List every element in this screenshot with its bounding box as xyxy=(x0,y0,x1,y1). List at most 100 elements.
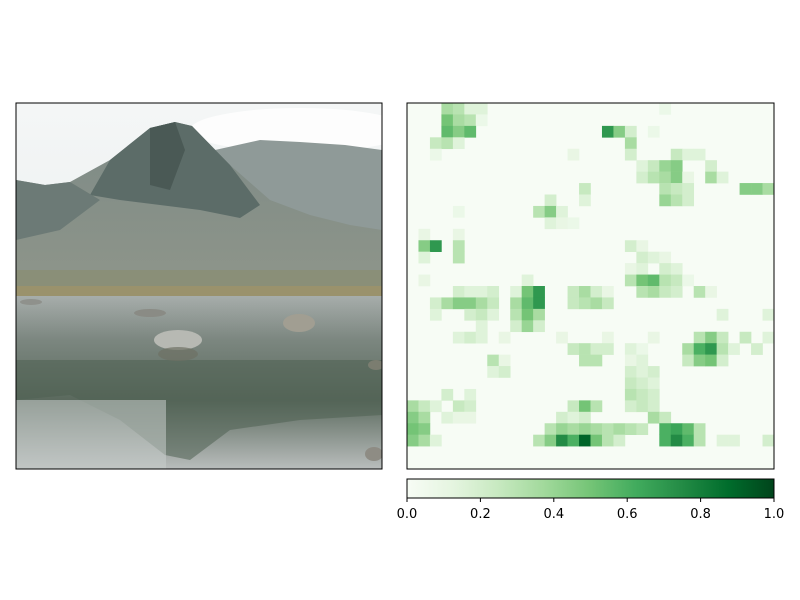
heatmap-cell xyxy=(556,423,568,435)
heatmap-cell xyxy=(659,423,672,435)
heatmap-cell xyxy=(636,354,649,367)
heatmap-cell xyxy=(429,297,442,310)
heatmap-cell xyxy=(452,137,465,150)
heatmap-cell xyxy=(590,400,603,413)
heatmap-cell xyxy=(567,343,580,355)
heatmap-cell xyxy=(407,400,419,413)
colorbar xyxy=(406,478,775,499)
heatmap-cell xyxy=(636,263,649,275)
colorbar-tick-label: 0.0 xyxy=(397,507,418,522)
heatmap-cell xyxy=(567,148,580,161)
heatmap-cell xyxy=(521,274,534,287)
heatmap-cell xyxy=(624,137,637,150)
heatmap-cell xyxy=(533,297,545,310)
heatmap-cell xyxy=(670,171,683,184)
heatmap-cell xyxy=(464,331,477,344)
heatmap-cell xyxy=(670,160,683,172)
heatmap-cell xyxy=(705,331,717,344)
heatmap-cell xyxy=(579,286,591,298)
heatmap-cell xyxy=(441,297,454,310)
heatmap-cell xyxy=(498,354,511,367)
heatmap-cell xyxy=(429,400,442,413)
heatmap-cell xyxy=(751,343,763,355)
heatmap-cell xyxy=(613,423,626,435)
heatmap-cell xyxy=(407,434,419,447)
heatmap-cell xyxy=(452,331,465,344)
heatmap-cell xyxy=(682,434,695,447)
heatmap-cell xyxy=(556,205,568,218)
heatmap-cell xyxy=(659,160,672,172)
heatmap-cell xyxy=(579,297,591,310)
colorbar-tick-label: 1.0 xyxy=(764,507,785,522)
heatmap-cell xyxy=(762,183,775,195)
heatmap-cell xyxy=(464,297,477,310)
heatmap-cell xyxy=(579,343,591,355)
colorbar-tick-label: 0.2 xyxy=(470,507,491,522)
heatmap-cell xyxy=(693,286,706,298)
heatmap-cell xyxy=(659,434,672,447)
heatmap-cell xyxy=(670,286,683,298)
heatmap-cell xyxy=(636,160,649,172)
heatmap-cell xyxy=(647,171,660,184)
heatmap-cell xyxy=(418,411,431,424)
heatmap-cell xyxy=(464,411,477,424)
heatmap-cell xyxy=(659,286,672,298)
heatmap-cell xyxy=(601,286,614,298)
heatmap-cell xyxy=(579,434,591,447)
heatmap-cell xyxy=(452,103,465,115)
heatmap-cell xyxy=(636,171,649,184)
heatmap-cell xyxy=(521,297,534,310)
heatmap-cell xyxy=(533,434,545,447)
heatmap-cell xyxy=(567,286,580,298)
heatmap-cell xyxy=(670,434,683,447)
heatmap-cell xyxy=(590,286,603,298)
heatmap-cell xyxy=(716,308,729,321)
heatmap-cell xyxy=(441,388,454,401)
heatmap-cell xyxy=(728,434,740,447)
heatmap-cell xyxy=(624,400,637,413)
heatmap-cell xyxy=(590,423,603,435)
heatmap-cell xyxy=(567,434,580,447)
heatmap-cell xyxy=(407,423,419,435)
heatmap-cell xyxy=(636,377,649,390)
heatmap-cell xyxy=(601,297,614,310)
heatmap-cell xyxy=(452,228,465,241)
heatmap-frame xyxy=(406,102,775,470)
heatmap-cell xyxy=(556,434,568,447)
heatmap-cell xyxy=(418,251,431,264)
photo-frame xyxy=(15,102,383,470)
heatmap-cell xyxy=(418,228,431,241)
heatmap-cell xyxy=(521,308,534,321)
heatmap-cell xyxy=(613,125,626,138)
heatmap-cell xyxy=(521,320,534,333)
heatmap-cell xyxy=(579,354,591,367)
heatmap-cell xyxy=(682,343,695,355)
heatmap-cell xyxy=(567,217,580,230)
heatmap-cell xyxy=(418,274,431,287)
heatmap-cell xyxy=(670,263,683,275)
heatmap-cell xyxy=(682,423,695,435)
colorbar-tick-label: 0.8 xyxy=(690,507,711,522)
heatmap-cell xyxy=(429,308,442,321)
heatmap-cell xyxy=(441,411,454,424)
heatmap-cell xyxy=(452,114,465,127)
heatmap-cell xyxy=(579,423,591,435)
heatmap-cell xyxy=(670,148,683,161)
heatmap-cell xyxy=(739,183,752,195)
heatmap-cell xyxy=(693,434,706,447)
heatmap-cell xyxy=(636,286,649,298)
heatmap-cell xyxy=(659,194,672,207)
heatmap-cell xyxy=(464,308,477,321)
heatmap-cell xyxy=(533,205,545,218)
heatmap-cell xyxy=(498,366,511,378)
heatmap-cell xyxy=(475,114,488,127)
heatmap-cell xyxy=(659,411,672,424)
heatmap-cell xyxy=(590,343,603,355)
heatmap-cell xyxy=(452,205,465,218)
heatmap-cell xyxy=(475,331,488,344)
heatmap-cell xyxy=(716,171,729,184)
heatmap-cell xyxy=(682,183,695,195)
heatmap-cell xyxy=(567,423,580,435)
heatmap-cell xyxy=(452,251,465,264)
heatmap-cell xyxy=(464,400,477,413)
